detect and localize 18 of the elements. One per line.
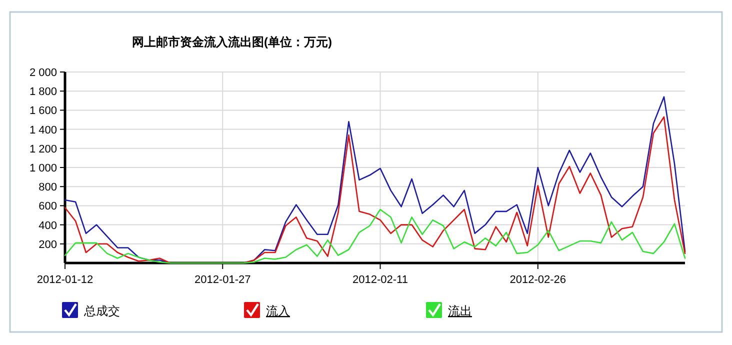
legend-label: 流出 — [448, 304, 472, 318]
y-tick-label: 1 200 — [29, 143, 57, 156]
y-tick-label: 200 — [38, 238, 57, 251]
y-tick-label: 800 — [38, 182, 57, 194]
legend-label: 总成交 — [83, 304, 120, 318]
y-tick-label: 400 — [38, 220, 57, 232]
y-tick-label: 600 — [38, 200, 57, 213]
x-tick-label: 2012-02-26 — [510, 274, 566, 286]
y-tick-label: 1 000 — [29, 162, 57, 174]
legend-label: 流入 — [266, 304, 290, 318]
y-tick-label: 1 800 — [29, 86, 57, 98]
y-tick-label: 1 400 — [29, 124, 57, 136]
x-tick-label: 2012-01-27 — [194, 274, 251, 286]
x-tick-label: 2012-02-11 — [352, 274, 408, 286]
chart-title: 网上邮市资金流入流出图(单位：万元) — [132, 35, 332, 49]
y-tick-label: 1 600 — [29, 105, 57, 118]
y-tick-label: 2 000 — [29, 67, 57, 79]
x-tick-label: 2012-01-12 — [36, 274, 94, 286]
